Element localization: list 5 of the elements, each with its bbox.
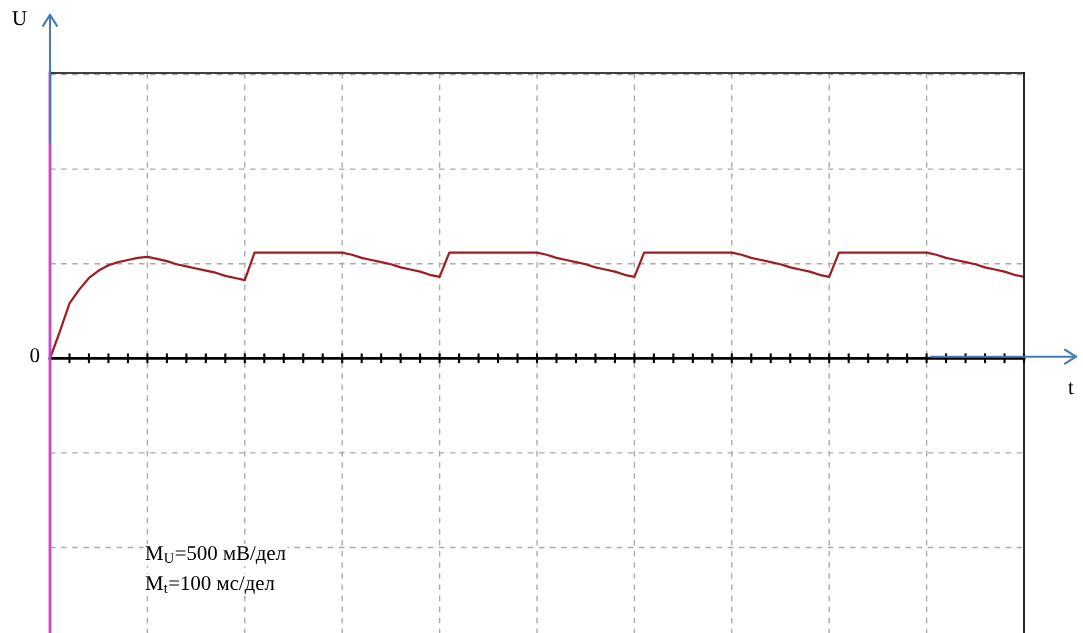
text: M$_{U}$=500 мВ/дел (145, 546, 286, 564)
text: M$_{t}$=100 мс/дел (145, 576, 275, 594)
text: U (12, 11, 27, 26)
text: 0 (30, 348, 40, 363)
text: t (1068, 382, 1074, 395)
